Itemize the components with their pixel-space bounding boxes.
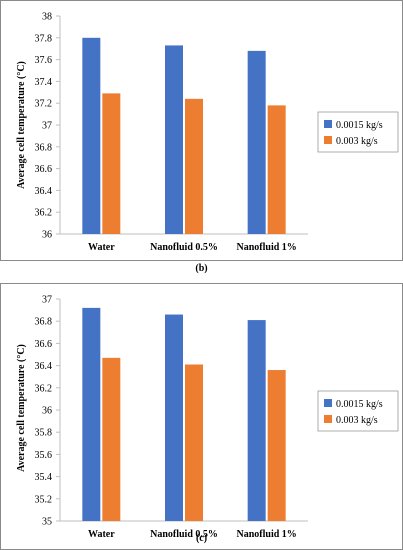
x-category-label: Nanofluid 0.5% [150, 242, 218, 253]
bar [165, 314, 183, 521]
bar-chart-c: 35 35.2 35.4 35.6 35.8 36 36.2 36.4 36.6 36.8 37 Av… [16, 295, 399, 540]
legend-label: 0.0015 kg/s [336, 399, 383, 410]
y-tick-label: 37.4 [35, 77, 53, 88]
legend-label: 0.003 kg/s [336, 136, 378, 147]
bar [102, 357, 121, 521]
y-tick-label: 36.4 [35, 186, 53, 197]
bar-chart-b: 36 36.2 36.4 36.6 36.8 37 37.2 37.4 37.6 37.8 38 Av… [16, 12, 399, 253]
y-tick-label: 36.4 [35, 361, 53, 372]
x-category-label: Water [88, 529, 115, 540]
bar [247, 50, 266, 234]
y-tick-label: 36.8 [35, 317, 53, 328]
y-tick-label: 35.8 [35, 428, 53, 439]
bar [165, 45, 183, 235]
legend-label: 0.0015 kg/s [336, 120, 383, 131]
y-tick-label: 35.4 [35, 472, 53, 483]
y-tick-label: 37.8 [35, 33, 53, 44]
panel-label-c: (c) [195, 533, 208, 544]
bar [102, 93, 121, 234]
legend-swatch [324, 399, 332, 407]
bar [247, 320, 266, 521]
legend-label: 0.003 kg/s [336, 415, 378, 426]
y-axis-title: Average cell temperature (°C) [16, 344, 27, 472]
legend-swatch [324, 415, 332, 423]
y-tick-label: 36 [42, 406, 52, 417]
y-tick-label: 37.2 [35, 99, 53, 110]
legend-swatch [324, 120, 332, 128]
y-tick-label: 36 [42, 230, 52, 241]
x-category-label: Water [88, 242, 115, 253]
x-category-label: Nanofluid 0.5% [150, 529, 218, 540]
bar [185, 98, 203, 234]
bar [267, 370, 286, 521]
y-tick-label: 36.2 [35, 208, 53, 219]
y-tick-label: 37 [42, 295, 52, 306]
y-tick-label: 36.2 [35, 383, 53, 394]
y-tick-label: 35.6 [35, 450, 53, 461]
y-tick-label: 37.6 [35, 55, 53, 66]
y-tick-label: 35 [42, 517, 52, 528]
legend-box [317, 111, 399, 153]
bar [82, 307, 101, 521]
panel-label-b: (b) [195, 263, 208, 274]
y-tick-label: 38 [42, 12, 52, 23]
y-tick-label: 36.8 [35, 142, 53, 153]
y-axis-title: Average cell temperature (°C) [16, 61, 27, 189]
y-tick-label: 35.2 [35, 494, 53, 505]
bar [82, 37, 101, 234]
y-tick-label: 36.6 [35, 339, 53, 350]
x-category-label: Nanofluid 1% [237, 242, 297, 253]
y-tick-label: 37 [42, 121, 52, 132]
x-category-label: Nanofluid 1% [237, 529, 297, 540]
legend-box [317, 390, 399, 432]
bar [185, 364, 203, 521]
legend-swatch [324, 136, 332, 144]
bar [267, 105, 286, 234]
y-tick-label: 36.6 [35, 164, 53, 175]
